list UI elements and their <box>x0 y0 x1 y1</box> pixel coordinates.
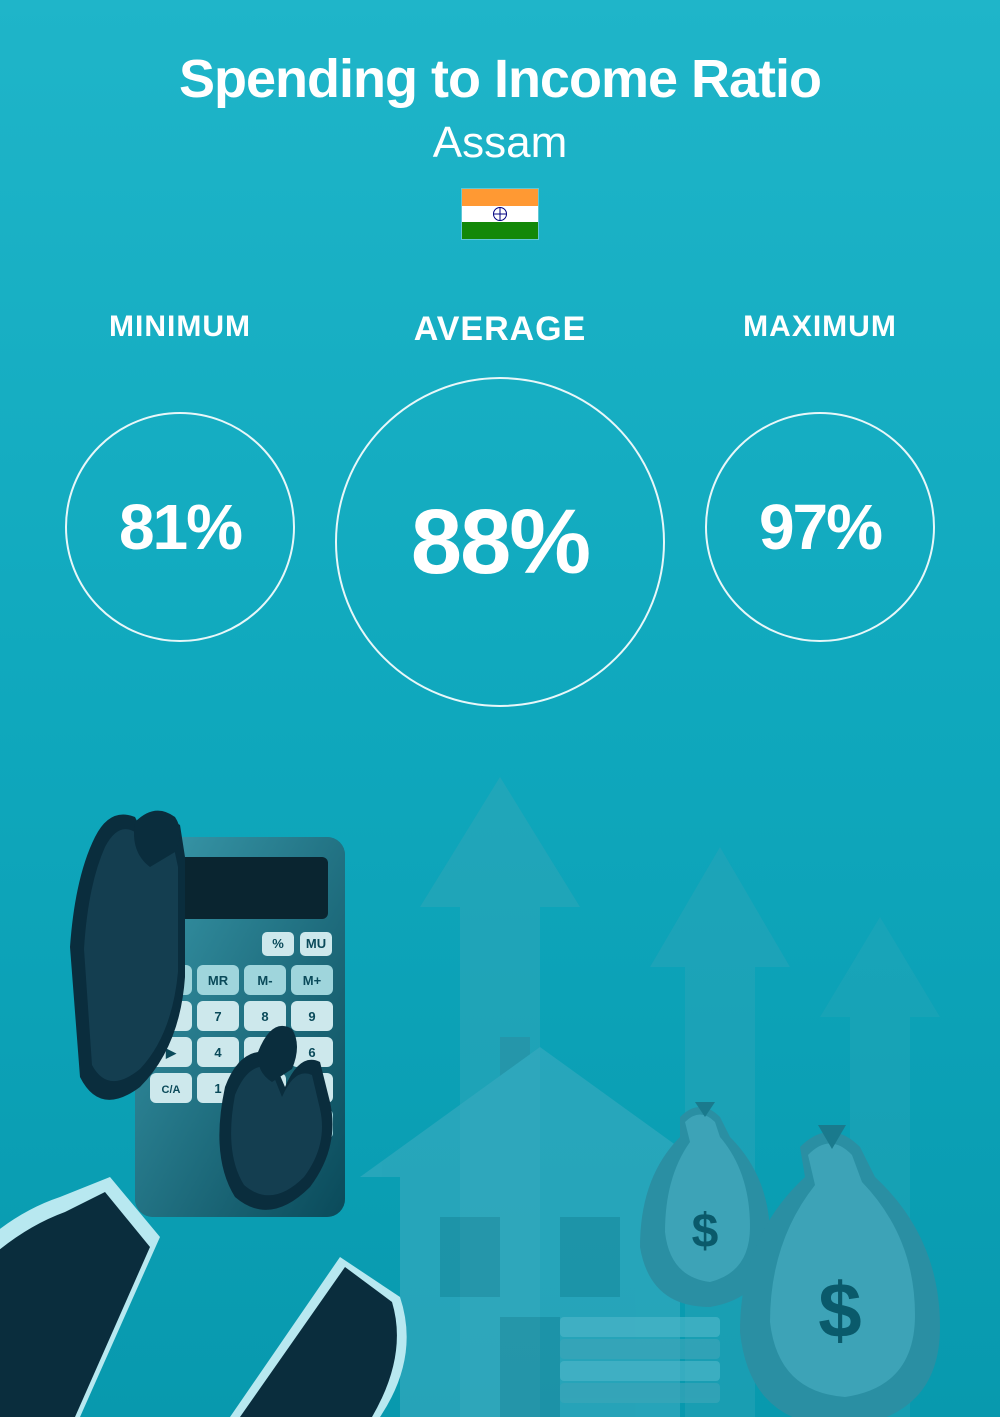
money-stack-icon <box>560 1317 720 1403</box>
stat-average-circle: 88% <box>335 377 665 707</box>
arrow-icon <box>650 847 790 1417</box>
stat-average: AVERAGE 88% <box>335 310 665 707</box>
svg-text:MU: MU <box>306 936 326 951</box>
svg-text:MC: MC <box>161 973 182 988</box>
arrow-icon <box>820 917 940 1417</box>
svg-text:+/-: +/- <box>163 1009 179 1024</box>
svg-text:6: 6 <box>308 1045 315 1060</box>
svg-text:$: $ <box>818 1266 861 1354</box>
stat-average-label: AVERAGE <box>414 310 587 349</box>
svg-text:M-: M- <box>257 973 272 988</box>
page-subtitle: Assam <box>0 118 1000 168</box>
hands-calculator-icon: % MU MC MR M- M+ +/- 7 8 9 ▶ 4 5 6 C/A 1… <box>0 811 407 1417</box>
svg-text:3: 3 <box>308 1081 315 1096</box>
svg-text:−: − <box>308 1117 316 1132</box>
stat-maximum: MAXIMUM 97% <box>705 310 935 642</box>
stat-minimum: MINIMUM 81% <box>65 310 295 642</box>
stat-maximum-circle: 97% <box>705 412 935 642</box>
stat-minimum-label: MINIMUM <box>109 310 251 344</box>
flag-green-stripe <box>462 222 538 239</box>
flag-saffron-stripe <box>462 189 538 206</box>
svg-text:7: 7 <box>214 1009 221 1024</box>
svg-text:5: 5 <box>261 1045 268 1060</box>
svg-text:▶: ▶ <box>165 1045 177 1060</box>
svg-text:4: 4 <box>214 1045 222 1060</box>
india-flag-icon <box>461 188 539 240</box>
stat-maximum-label: MAXIMUM <box>743 310 897 344</box>
illustration: $ $ % MU MC MR <box>0 717 1000 1417</box>
svg-text:2: 2 <box>261 1081 268 1096</box>
house-icon <box>360 1037 720 1417</box>
flag-white-stripe <box>462 206 538 223</box>
stat-average-value: 88% <box>411 490 589 595</box>
page-title: Spending to Income Ratio <box>0 48 1000 110</box>
stats-row: MINIMUM 81% AVERAGE 88% MAXIMUM 97% <box>0 310 1000 707</box>
svg-text:M+: M+ <box>303 973 322 988</box>
svg-text:9: 9 <box>308 1009 315 1024</box>
stat-minimum-circle: 81% <box>65 412 295 642</box>
header: Spending to Income Ratio Assam <box>0 0 1000 240</box>
svg-text:1: 1 <box>214 1081 221 1096</box>
arrow-icon <box>420 777 580 1417</box>
money-bag-icon: $ <box>740 1125 940 1417</box>
svg-text:C/A: C/A <box>162 1084 181 1096</box>
svg-text:MR: MR <box>208 973 229 988</box>
svg-text:%: % <box>272 936 284 951</box>
stat-minimum-value: 81% <box>119 490 241 564</box>
stat-maximum-value: 97% <box>759 490 881 564</box>
svg-text:$: $ <box>692 1205 719 1258</box>
ashoka-chakra-icon <box>493 207 507 221</box>
money-bag-icon: $ <box>640 1102 770 1307</box>
svg-text:8: 8 <box>261 1009 268 1024</box>
